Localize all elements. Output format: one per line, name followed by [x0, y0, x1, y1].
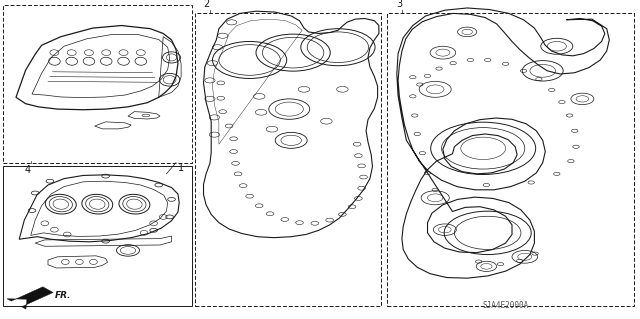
Text: 2: 2 [204, 0, 210, 9]
Polygon shape [7, 287, 53, 309]
Text: 1: 1 [178, 163, 184, 173]
Text: 4: 4 [24, 165, 31, 175]
Bar [3, 166, 192, 306]
Bar [387, 13, 634, 306]
Text: FR.: FR. [55, 291, 72, 300]
Text: SJA4E2000A: SJA4E2000A [483, 301, 529, 310]
Bar [3, 5, 192, 163]
Bar [195, 13, 381, 306]
Text: 3: 3 [397, 0, 403, 9]
